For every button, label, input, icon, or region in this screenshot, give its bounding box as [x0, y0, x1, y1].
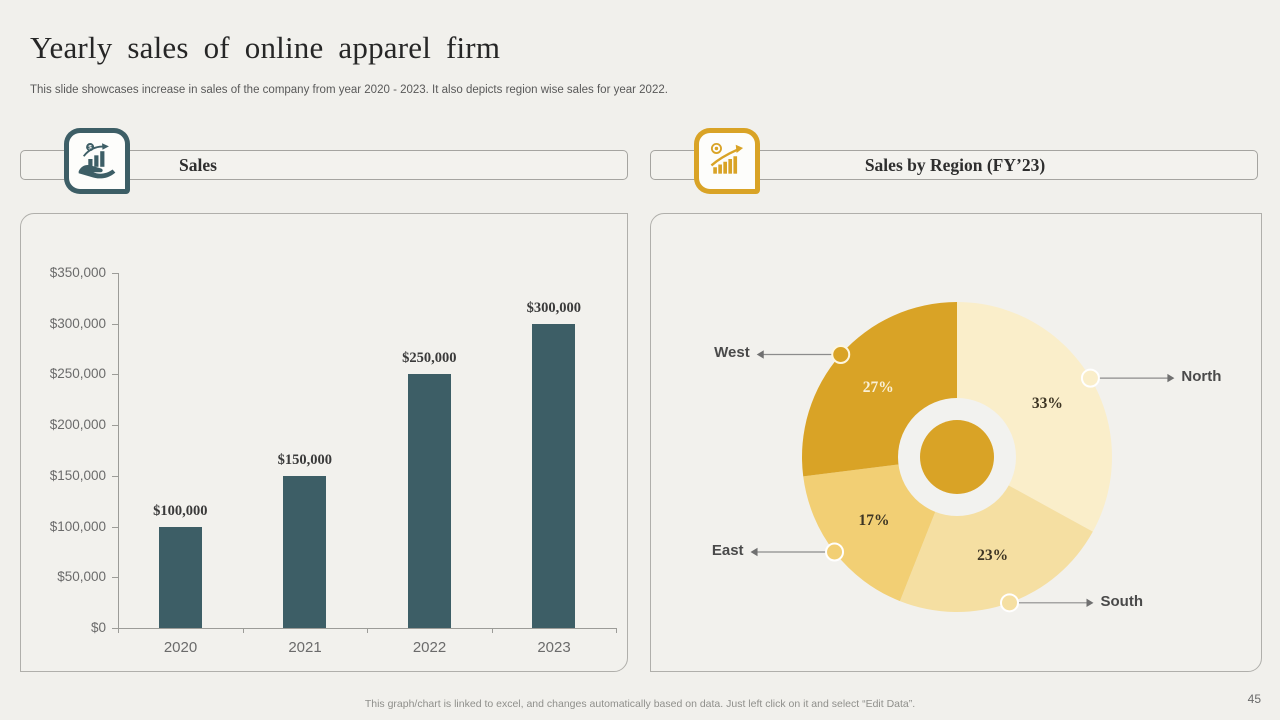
y-tick-label: $0: [90, 620, 106, 635]
region-section-title: Sales by Region (FY’23): [864, 155, 1046, 175]
y-axis-tick: [112, 526, 118, 528]
x-axis-tick: [616, 628, 617, 633]
callout-marker-west: [831, 344, 851, 364]
pie-label-west: West: [714, 344, 750, 362]
bar-value-label: $100,000: [153, 502, 208, 519]
y-axis-tick: [112, 273, 118, 274]
y-axis-tick: [112, 425, 118, 427]
y-axis-tick: [112, 323, 118, 325]
x-category-label: 2021: [288, 639, 322, 656]
page-number: 45: [1247, 692, 1261, 706]
pie-label-south: South: [1100, 592, 1144, 610]
coin-growth-bars-icon: [705, 137, 749, 186]
pie-label-east: East: [711, 542, 744, 559]
sales-section-title: Sales: [179, 155, 217, 175]
y-tick-label: $250,000: [49, 366, 106, 382]
callout-arrow-icon: [1086, 598, 1094, 608]
pie-pct-west: 27%: [862, 378, 894, 396]
donut-center-circle: [920, 420, 994, 494]
x-axis-tick: [367, 628, 368, 633]
sales-bar-chart-object[interactable]: $0 $50,000 $100,000 $150,000 $200,000 $250,00…: [20, 213, 628, 672]
bar-value-label: $150,000: [277, 451, 332, 468]
y-axis-tick: [112, 374, 118, 376]
y-tick-label: $150,000: [49, 467, 106, 483]
pie-pct-north: 33%: [1031, 394, 1063, 412]
bar-value-label: $250,000: [402, 350, 457, 367]
pie-label-north: North: [1181, 368, 1222, 386]
callout-arrow-icon: [1167, 373, 1175, 383]
y-tick-label: $350,000: [49, 265, 106, 280]
pie-pct-east: 17%: [858, 512, 890, 530]
y-axis-tick: [112, 475, 118, 477]
y-tick-label: $200,000: [49, 417, 106, 433]
x-category-label: 2022: [412, 639, 447, 656]
bar-value-label: $300,000: [526, 299, 581, 316]
x-axis-tick: [491, 628, 493, 633]
y-axis-tick: [112, 628, 118, 629]
y-tick-label: $50,000: [57, 569, 106, 585]
callout-marker-north: [1080, 368, 1100, 388]
callout-marker-south: [1000, 593, 1020, 613]
region-icon-frame: [694, 128, 760, 194]
bar-2023: [532, 323, 576, 628]
callout-arrow-icon: [750, 547, 758, 557]
callout-arrow-icon: [756, 350, 764, 359]
x-axis-tick: [118, 628, 119, 633]
x-axis-tick: [242, 628, 244, 633]
bar-2021: [283, 475, 327, 628]
page-subtitle: This slide showcases increase in sales o…: [30, 84, 668, 96]
y-axis-line: [118, 273, 119, 628]
y-tick-label: $100,000: [49, 518, 106, 534]
region-donut-chart-object[interactable]: North 33% South 23% East 17% West 27%: [650, 213, 1262, 672]
footer-note: This graph/chart is linked to excel, and…: [364, 698, 916, 710]
svg-text:$: $: [88, 144, 92, 151]
pie-chart-canvas: North 33% South 23% East 17% West 27%: [651, 214, 1261, 671]
y-tick-label: $300,000: [49, 315, 106, 331]
bar-2022: [407, 374, 451, 628]
donut-chart-svg: [750, 302, 1175, 613]
page-title: Yearly sales of online apparel firm: [30, 30, 501, 65]
x-category-label: 2023: [537, 639, 571, 656]
hand-holding-growth-chart-icon: $: [75, 137, 119, 186]
pie-pct-south: 23%: [977, 546, 1009, 564]
callout-marker-east: [825, 542, 845, 562]
y-axis-tick: [112, 577, 118, 579]
bar-chart-canvas: $0 $50,000 $100,000 $150,000 $200,000 $250,00…: [21, 214, 627, 671]
bar-2020: [158, 526, 202, 628]
sales-icon-frame: $: [64, 128, 130, 194]
x-category-label: 2020: [163, 639, 198, 656]
